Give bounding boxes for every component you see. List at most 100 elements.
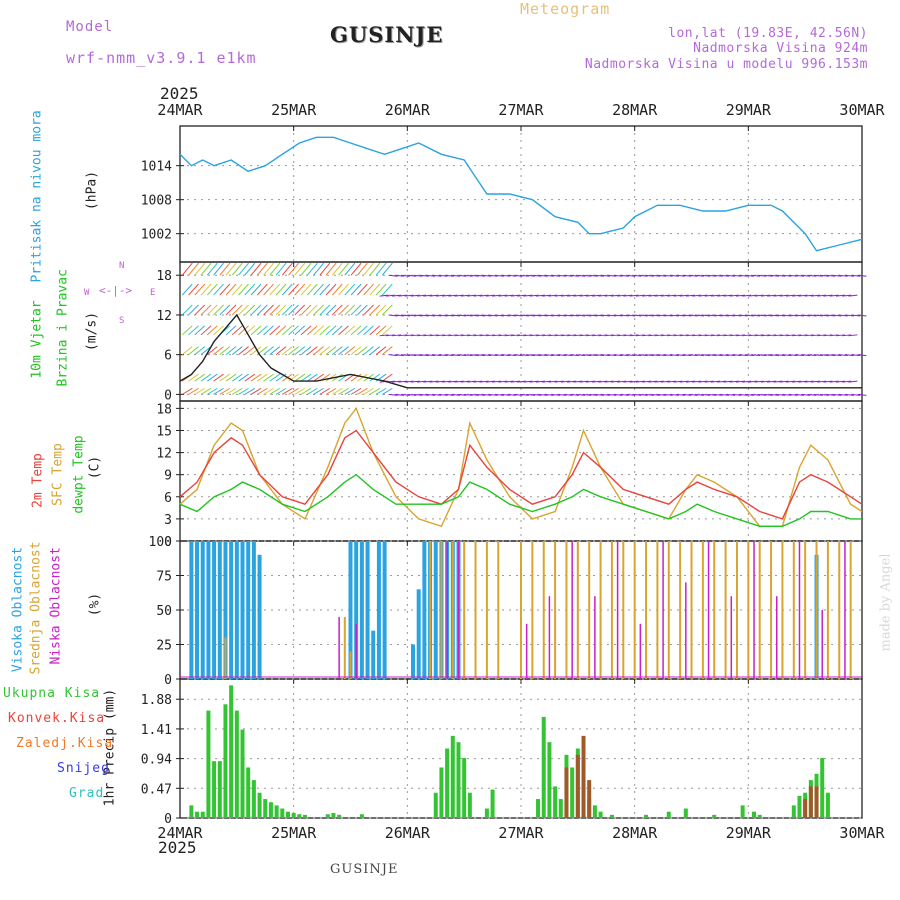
pressure-line xyxy=(179,136,863,252)
wind-barb xyxy=(517,294,527,297)
wind-barb xyxy=(338,325,349,336)
wind-barb xyxy=(594,274,604,277)
wind-barb xyxy=(250,262,262,276)
wind-barb xyxy=(635,294,645,297)
wind-barb xyxy=(694,274,704,277)
precip-total-bar xyxy=(445,748,450,818)
wind-barb xyxy=(642,334,652,337)
wind-barb xyxy=(832,274,842,277)
wind-barb xyxy=(794,274,804,277)
wind-barb xyxy=(244,387,256,395)
wind-barb xyxy=(582,314,592,317)
wind-barb xyxy=(207,387,218,395)
wind-barb xyxy=(219,262,231,276)
wind-barb xyxy=(451,274,461,277)
wind-barb xyxy=(698,380,708,383)
wind-barb xyxy=(610,380,620,383)
wind-barb xyxy=(476,314,486,317)
wind-barb xyxy=(306,262,318,276)
wind-barb xyxy=(300,283,312,296)
wind-barb xyxy=(848,294,858,297)
wind-barb xyxy=(231,283,243,296)
precip-total-bar xyxy=(570,767,575,818)
wind-barb xyxy=(288,304,299,316)
wind-barb xyxy=(419,314,429,317)
wind-barb xyxy=(785,294,795,297)
wind-barb xyxy=(488,354,498,357)
mid-cloud-bar xyxy=(440,541,443,679)
wind-barb xyxy=(325,387,337,395)
wind-barb xyxy=(657,314,667,317)
wind-barb xyxy=(244,373,256,382)
high-cloud-bar xyxy=(359,541,364,679)
precip-total-bar xyxy=(195,811,200,818)
wind-barb xyxy=(507,393,517,396)
wind-barb xyxy=(626,354,636,357)
wind-barb xyxy=(344,346,356,356)
wind-barb xyxy=(788,393,798,396)
wind-barb xyxy=(319,283,331,296)
high-cloud-bar xyxy=(229,541,234,679)
wind-barb xyxy=(629,334,639,337)
wind-speed-line xyxy=(179,313,862,389)
wind-barb xyxy=(567,380,577,383)
mid-cloud-bar xyxy=(610,541,613,679)
precip-total-bar xyxy=(547,742,552,818)
mid-cloud-bar xyxy=(520,541,522,679)
wind-barb xyxy=(325,283,337,296)
date-label-bottom: 27MAR xyxy=(498,824,544,842)
wind-barb xyxy=(194,387,206,395)
wind-barb xyxy=(592,294,602,297)
wind-barb xyxy=(350,283,362,296)
wind-barb xyxy=(838,274,848,277)
wind-barb xyxy=(729,334,739,337)
wind-barb xyxy=(332,346,343,356)
y-tick-label: 18 xyxy=(156,402,172,417)
wind-barb xyxy=(735,380,745,383)
low-cloud-bar xyxy=(707,541,710,679)
wind-barb xyxy=(269,373,281,382)
wind-barb xyxy=(842,380,852,383)
wind-barb xyxy=(442,380,452,383)
wind-barb xyxy=(250,283,262,296)
wind-barb xyxy=(610,294,620,297)
precip-total-bar xyxy=(553,786,558,818)
wind-barb xyxy=(804,334,814,337)
wind-barb xyxy=(344,283,356,296)
wind-barb xyxy=(300,325,312,336)
y-tick-label: 12 xyxy=(156,309,172,324)
wind-barb xyxy=(779,294,789,297)
wind-barb xyxy=(557,314,567,317)
wind-barb xyxy=(357,346,368,356)
precip-total-bar xyxy=(337,814,342,818)
wind-barb xyxy=(429,380,439,383)
wind-barb xyxy=(513,314,523,317)
wind-barb xyxy=(523,294,533,297)
wind-barb xyxy=(688,314,698,317)
wind-barb xyxy=(744,354,754,357)
wind-barb xyxy=(669,314,679,317)
wind-barb xyxy=(504,380,514,383)
wind-barb xyxy=(588,314,598,317)
wind-barb xyxy=(313,283,324,296)
wind-barb xyxy=(744,314,754,317)
wind-barb xyxy=(244,304,256,316)
wind-barb xyxy=(488,314,498,317)
wind-barb xyxy=(379,294,389,297)
wind-barb xyxy=(807,393,817,396)
wind-barb xyxy=(213,283,224,296)
wind-barb xyxy=(654,294,664,297)
y-tick-label: 0 xyxy=(164,812,172,827)
wind-barb xyxy=(548,334,558,337)
wind-barb xyxy=(356,262,368,276)
wind-barb xyxy=(485,294,495,297)
wind-barb xyxy=(485,334,495,337)
wind-barb xyxy=(319,304,331,316)
wind-barb xyxy=(200,283,212,296)
wind-barb xyxy=(710,380,720,383)
wind-barb xyxy=(669,354,679,357)
wind-barb xyxy=(313,387,324,395)
wind-barb xyxy=(554,294,564,297)
precip-total-bar xyxy=(825,792,830,818)
